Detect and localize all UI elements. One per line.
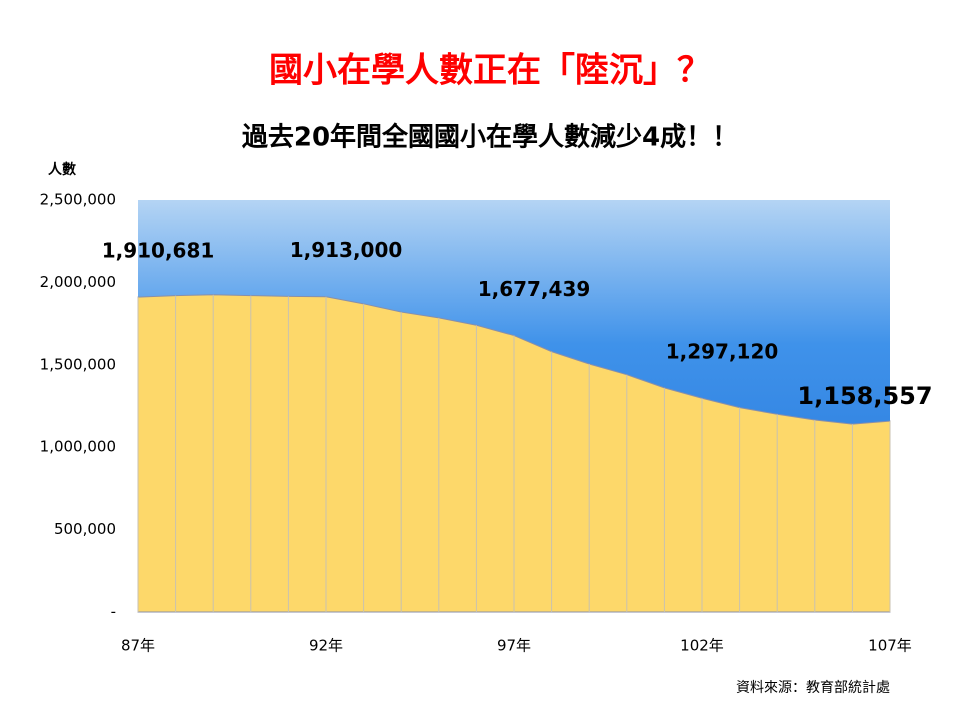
y-tick-label: 500,000 <box>54 520 116 538</box>
chart-subtitle: 過去20年間全國國小在學人數減少4成！！ <box>242 122 738 153</box>
x-tick-label: 102年 <box>680 637 724 655</box>
data-label: 1,677,439 <box>478 277 591 301</box>
y-tick-label: - <box>111 603 116 621</box>
y-tick-label: 1,000,000 <box>40 438 116 456</box>
data-label: 1,913,000 <box>290 238 403 262</box>
x-tick-label: 92年 <box>309 637 343 655</box>
y-tick-label: 2,000,000 <box>40 273 116 291</box>
x-tick-label: 107年 <box>868 637 912 655</box>
data-label: 1,910,681 <box>102 239 215 263</box>
y-tick-label: 1,500,000 <box>40 355 116 373</box>
y-axis-label: 人數 <box>48 161 76 178</box>
source-note: 資料來源：教育部統計處 <box>736 680 890 696</box>
x-tick-label: 97年 <box>497 637 531 655</box>
x-tick-label: 87年 <box>121 637 155 655</box>
data-label: 1,297,120 <box>666 340 779 364</box>
data-label: 1,158,557 <box>797 382 932 410</box>
chart-title: 國小在學人數正在「陸沉」？ <box>269 51 711 91</box>
y-tick-label: 2,500,000 <box>40 191 116 209</box>
